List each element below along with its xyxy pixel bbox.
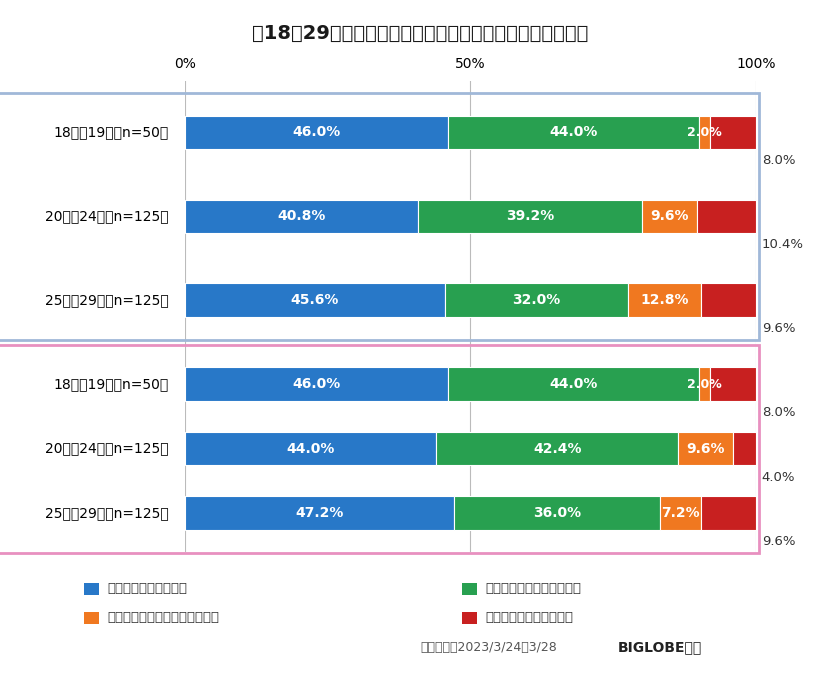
Text: 意識して生活していない: 意識して生活していない bbox=[486, 611, 574, 625]
Bar bbox=[0, 345, 759, 553]
Text: 8.0%: 8.0% bbox=[762, 406, 795, 419]
Bar bbox=[0, 93, 759, 340]
Text: 45.6%: 45.6% bbox=[291, 293, 339, 307]
Text: 4.0%: 4.0% bbox=[762, 470, 795, 483]
Bar bbox=[711, 367, 756, 401]
Bar bbox=[417, 199, 642, 233]
Bar bbox=[733, 432, 756, 466]
Bar bbox=[185, 199, 417, 233]
Bar bbox=[448, 116, 699, 149]
Text: BIGLOBE調べ: BIGLOBE調べ bbox=[617, 640, 701, 654]
Text: 意識して生活している: 意識して生活している bbox=[108, 582, 187, 596]
Text: あまり意識して生活していない: あまり意識して生活していない bbox=[108, 611, 219, 625]
Bar bbox=[436, 432, 679, 466]
Bar bbox=[185, 432, 436, 466]
Text: 39.2%: 39.2% bbox=[506, 209, 554, 223]
Bar bbox=[701, 283, 756, 317]
Bar bbox=[701, 497, 756, 530]
Bar bbox=[628, 283, 701, 317]
Bar bbox=[699, 116, 711, 149]
Bar bbox=[679, 432, 733, 466]
Text: 40.8%: 40.8% bbox=[277, 209, 326, 223]
Text: 9.6%: 9.6% bbox=[762, 322, 795, 335]
Text: 8.0%: 8.0% bbox=[762, 154, 795, 168]
Text: 36.0%: 36.0% bbox=[533, 506, 581, 520]
Text: 9.6%: 9.6% bbox=[762, 535, 795, 548]
Bar bbox=[445, 283, 628, 317]
Bar bbox=[185, 367, 448, 401]
Bar bbox=[699, 367, 711, 401]
Text: 調査期間：2023/3/24～3/28: 調査期間：2023/3/24～3/28 bbox=[420, 641, 557, 654]
Text: 44.0%: 44.0% bbox=[286, 441, 334, 456]
Bar bbox=[185, 283, 445, 317]
Bar bbox=[660, 497, 701, 530]
Text: 7.2%: 7.2% bbox=[661, 506, 700, 520]
Text: 42.4%: 42.4% bbox=[533, 441, 581, 456]
Text: 9.6%: 9.6% bbox=[686, 441, 725, 456]
Text: 44.0%: 44.0% bbox=[549, 377, 597, 391]
Text: やや意識して生活している: やや意識して生活している bbox=[486, 582, 581, 596]
Text: 10.4%: 10.4% bbox=[762, 238, 804, 251]
Text: 2.0%: 2.0% bbox=[687, 126, 722, 139]
Text: 2.0%: 2.0% bbox=[687, 378, 722, 390]
Text: 46.0%: 46.0% bbox=[292, 125, 340, 139]
Bar bbox=[448, 367, 699, 401]
Text: 47.2%: 47.2% bbox=[296, 506, 344, 520]
Text: 32.0%: 32.0% bbox=[512, 293, 561, 307]
Text: 9.6%: 9.6% bbox=[650, 209, 689, 223]
Bar bbox=[185, 497, 454, 530]
Bar bbox=[454, 497, 660, 530]
Text: 12.8%: 12.8% bbox=[640, 293, 689, 307]
Bar bbox=[185, 116, 448, 149]
Bar bbox=[696, 199, 756, 233]
Text: 、18～29歳・性年代別】他人に迷惑をかけることへの意識: 、18～29歳・性年代別】他人に迷惑をかけることへの意識 bbox=[252, 24, 588, 42]
Text: 46.0%: 46.0% bbox=[292, 377, 340, 391]
Text: 44.0%: 44.0% bbox=[549, 125, 597, 139]
Bar bbox=[711, 116, 756, 149]
Bar bbox=[642, 199, 696, 233]
